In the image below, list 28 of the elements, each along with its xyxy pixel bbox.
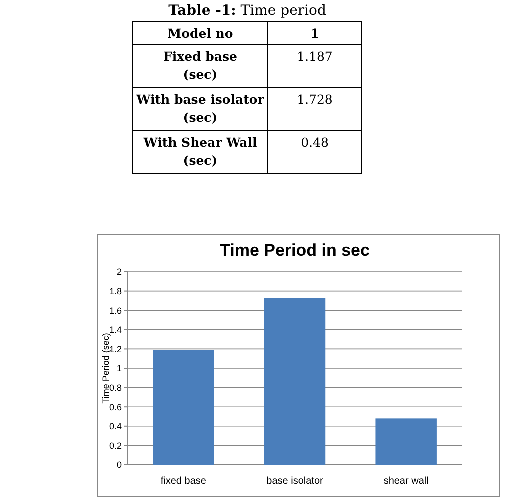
text: With base isolator (sec) <box>136 92 265 125</box>
y-tick-label: 0.2 <box>109 440 122 451</box>
text: 1 <box>310 26 320 41</box>
y-tick-label: 0.8 <box>109 382 122 393</box>
text: 1.728 <box>297 92 333 107</box>
text: Table -1: Time period <box>168 3 326 19</box>
y-tick-label: 0 <box>116 460 122 470</box>
x-tick-label: fixed base <box>160 476 207 487</box>
x-tick-label: shear wall <box>384 476 429 487</box>
chart-title: Time Period in sec <box>220 241 370 260</box>
y-axis-title: Time Period (sec) <box>101 333 111 404</box>
bar <box>264 298 326 465</box>
y-tick-label: 1.6 <box>109 306 122 316</box>
y-tick-label: 0.6 <box>109 402 122 412</box>
text: 1.187 <box>297 49 333 64</box>
text: Model no <box>168 26 234 41</box>
x-tick-label: base isolator <box>266 476 324 487</box>
text: Fixed base (sec) <box>164 49 238 82</box>
y-tick-label: 2 <box>116 267 122 278</box>
text: 0.48 <box>301 135 329 150</box>
y-tick-label: 0.4 <box>109 422 122 432</box>
text: With Shear Wall (sec) <box>142 135 258 168</box>
y-tick-label: 1.2 <box>109 344 122 354</box>
bar <box>376 418 437 465</box>
bar <box>153 350 214 465</box>
y-tick-label: 1.8 <box>109 286 122 296</box>
y-tick-label: 1 <box>116 364 122 374</box>
y-tick-label: 1.4 <box>109 325 122 336</box>
